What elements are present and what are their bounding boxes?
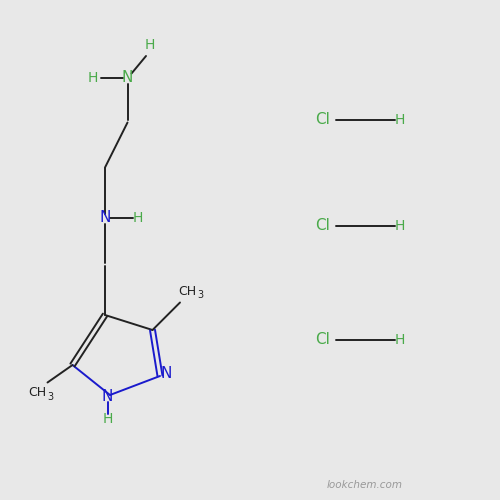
Text: N: N (100, 210, 110, 225)
Text: H: H (88, 70, 98, 85)
Text: H: H (395, 113, 405, 127)
Text: N: N (122, 70, 133, 85)
Text: lookchem.com: lookchem.com (327, 480, 403, 490)
Text: N: N (161, 366, 172, 381)
Text: Cl: Cl (315, 112, 330, 128)
Text: N: N (102, 389, 113, 404)
Text: CH: CH (28, 386, 46, 399)
Text: H: H (132, 210, 142, 224)
Text: CH: CH (178, 285, 196, 298)
Text: Cl: Cl (315, 332, 330, 347)
Text: 3: 3 (47, 392, 53, 402)
Text: H: H (145, 38, 155, 52)
Text: Cl: Cl (315, 218, 330, 234)
Text: H: H (395, 219, 405, 233)
Text: 3: 3 (197, 290, 203, 300)
Text: H: H (395, 333, 405, 347)
Text: H: H (102, 412, 113, 426)
